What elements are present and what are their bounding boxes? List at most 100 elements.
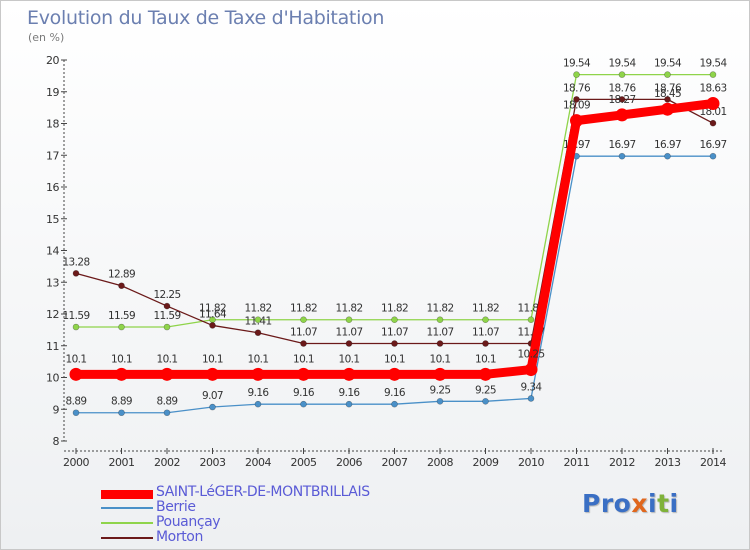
data-label-morton: 12.25 <box>153 289 180 301</box>
data-point-pouancay <box>482 316 489 324</box>
y-tick-label: 18 <box>46 118 59 131</box>
data-label-saint-leger-de-montbrillais: 10.1 <box>202 353 223 365</box>
data-label-saint-leger-de-montbrillais: 18.63 <box>699 82 726 94</box>
logo-letter: i <box>669 489 679 518</box>
data-label-berrie: 9.34 <box>521 381 543 393</box>
data-point-pouancay <box>254 316 262 324</box>
logo-letter: x <box>631 489 648 518</box>
legend-label: SAINT-LéGER-DE-MONTBRILLAIS <box>156 484 370 500</box>
data-point-pouancay <box>72 323 80 331</box>
data-label-pouancay: 11.82 <box>472 303 499 315</box>
data-label-morton: 11.07 <box>472 327 499 339</box>
legend-swatch <box>101 507 153 509</box>
data-point-morton <box>163 302 171 310</box>
legend-label: Morton <box>156 529 203 545</box>
chart-title: Evolution du Taux de Taxe d'Habitation <box>27 7 385 29</box>
x-tick-label: 2000 <box>63 456 89 469</box>
data-point-berrie <box>300 400 307 408</box>
data-point-saint-leger-de-montbrillais <box>570 114 583 128</box>
data-point-morton <box>300 340 307 347</box>
logo-letter: i <box>648 489 658 518</box>
x-tick-label: 2004 <box>245 456 271 469</box>
x-tick-label: 2008 <box>427 456 453 469</box>
x-tick-label: 2007 <box>382 456 408 469</box>
data-point-berrie <box>345 400 353 408</box>
data-label-berrie: 8.89 <box>111 396 132 408</box>
y-tick-label: 13 <box>46 276 59 289</box>
y-tick-label: 15 <box>46 213 59 226</box>
legend-swatch <box>101 537 153 539</box>
data-label-pouancay: 11.82 <box>244 303 271 315</box>
data-label-saint-leger-de-montbrillais: 10.1 <box>111 353 132 365</box>
data-point-saint-leger-de-montbrillais <box>661 102 674 116</box>
data-label-morton: 11.07 <box>335 327 362 339</box>
data-label-morton: 11.07 <box>381 327 408 339</box>
data-label-pouancay: 11.59 <box>153 310 180 322</box>
data-point-pouancay <box>709 71 717 78</box>
data-point-saint-leger-de-montbrillais <box>297 367 310 381</box>
y-tick-label: 19 <box>46 86 59 99</box>
data-point-berrie <box>527 395 535 402</box>
y-tick-label: 16 <box>46 181 59 194</box>
logo-letter: P <box>582 489 601 518</box>
data-label-pouancay: 19.54 <box>654 58 682 70</box>
data-point-berrie <box>163 409 171 417</box>
data-label-pouancay: 11.82 <box>381 303 408 315</box>
data-point-saint-leger-de-montbrillais <box>251 367 265 381</box>
data-point-morton <box>391 340 398 347</box>
data-point-saint-leger-de-montbrillais <box>206 367 219 381</box>
data-label-pouancay: 19.54 <box>608 58 636 70</box>
x-tick-label: 2010 <box>518 456 544 469</box>
legend-label: Pouançay <box>156 514 221 530</box>
x-tick-label: 2014 <box>700 456 726 469</box>
data-label-morton: 18.76 <box>563 82 591 94</box>
data-label-morton: 13.28 <box>62 256 89 268</box>
data-label-pouancay: 11.82 <box>335 303 362 315</box>
x-tick-label: 2003 <box>200 456 226 469</box>
data-point-berrie <box>436 398 444 405</box>
data-point-morton <box>436 340 444 347</box>
data-point-berrie <box>72 409 80 417</box>
data-label-morton: 11.07 <box>290 327 317 339</box>
data-point-saint-leger-de-montbrillais <box>115 367 128 381</box>
data-point-pouancay <box>527 316 535 324</box>
data-label-berrie: 9.16 <box>339 387 361 399</box>
y-tick-label: 11 <box>46 340 59 353</box>
proxiti-logo: Proxiti <box>582 489 679 518</box>
x-tick-label: 2009 <box>473 456 499 469</box>
data-point-saint-leger-de-montbrillais <box>388 367 401 381</box>
data-point-saint-leger-de-montbrillais <box>69 367 83 381</box>
data-point-morton <box>573 96 580 103</box>
data-label-berrie: 8.89 <box>157 396 178 408</box>
data-label-pouancay: 11.82 <box>290 303 317 315</box>
y-tick-label: 8 <box>53 435 60 448</box>
data-label-morton: 11.41 <box>244 316 271 328</box>
x-tick-label: 2005 <box>291 456 317 469</box>
data-label-berrie: 9.25 <box>430 384 451 396</box>
logo-letter: r <box>600 489 614 518</box>
data-point-berrie <box>254 400 262 408</box>
y-tick-label: 20 <box>46 54 59 67</box>
x-tick-label: 2013 <box>655 456 681 469</box>
data-label-saint-leger-de-montbrillais: 10.1 <box>293 353 314 365</box>
data-label-morton: 12.89 <box>108 269 135 281</box>
data-point-berrie <box>209 403 216 411</box>
data-label-berrie: 8.89 <box>66 396 87 408</box>
data-label-berrie: 9.16 <box>293 387 315 399</box>
data-label-saint-leger-de-montbrillais: 10.1 <box>248 353 269 365</box>
data-point-saint-leger-de-montbrillais <box>615 108 629 122</box>
data-label-berrie: 16.97 <box>654 139 681 151</box>
y-tick-label: 12 <box>46 308 59 321</box>
legend-label: Berrie <box>156 499 196 515</box>
data-point-berrie <box>482 398 489 405</box>
data-point-saint-leger-de-montbrillais <box>479 367 492 381</box>
y-tick-label: 14 <box>46 245 59 258</box>
data-point-berrie <box>664 152 671 160</box>
data-point-berrie <box>618 152 626 160</box>
data-point-morton <box>618 96 626 103</box>
logo-letter: t <box>657 489 670 518</box>
data-point-saint-leger-de-montbrillais <box>342 367 356 381</box>
data-point-pouancay <box>163 323 171 331</box>
x-tick-label: 2006 <box>336 456 362 469</box>
data-label-saint-leger-de-montbrillais: 10.1 <box>384 353 405 365</box>
